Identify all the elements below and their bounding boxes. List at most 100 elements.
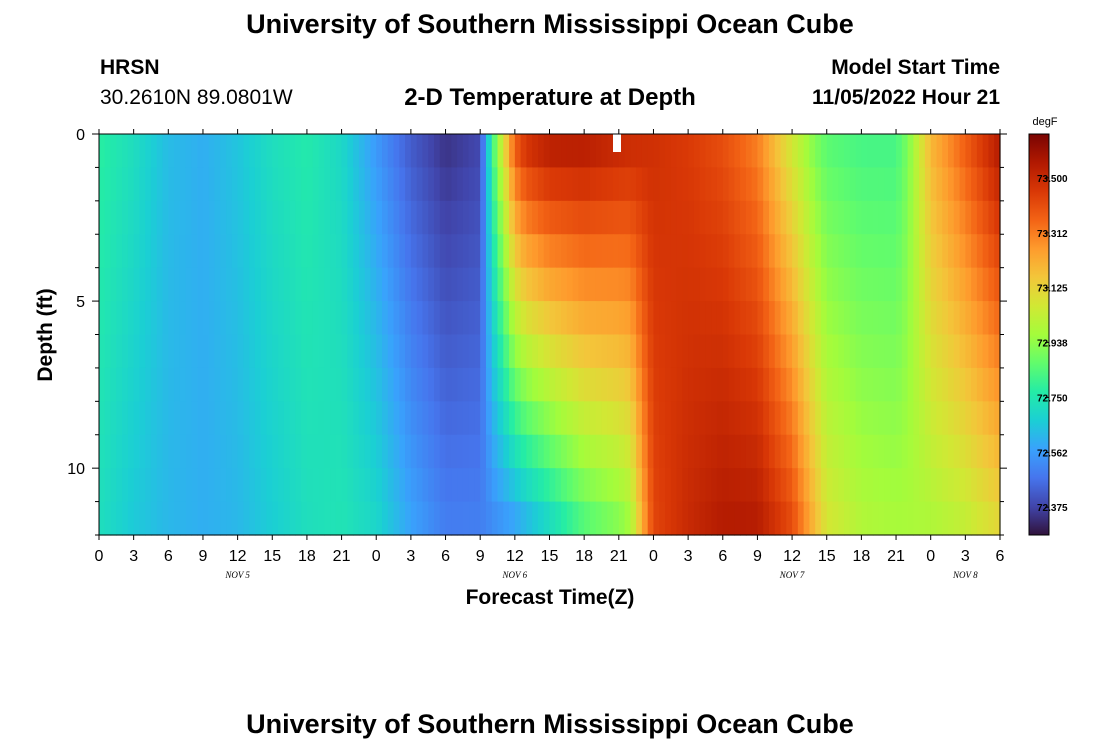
heatmap-cell [763,267,770,302]
heatmap-cell [705,401,712,436]
heatmap-cell [971,301,978,336]
heatmap-cell [526,234,533,269]
heatmap-cell [716,501,724,536]
heatmap-cell [226,134,233,169]
heatmap-cell [861,134,868,169]
heatmap-cell [988,301,995,336]
heatmap-cell [272,401,279,436]
heatmap-cell [410,434,418,469]
heatmap-cell [185,501,193,536]
heatmap-cell [780,267,787,302]
heatmap-cell [936,234,943,269]
heatmap-cell [890,267,897,302]
heatmap-cell [514,468,522,503]
heatmap-cell [295,301,302,336]
heatmap-cell [555,234,562,269]
heatmap-cell [636,468,643,503]
heatmap-cell [653,401,660,436]
heatmap-cell [306,401,314,436]
heatmap-cell [462,301,470,336]
heatmap-cell [890,301,897,336]
heatmap-cell [364,301,372,336]
heatmap-cell [636,167,643,202]
heatmap-cell [896,134,903,169]
heatmap-cell [306,134,314,169]
heatmap-cell [393,334,400,369]
heatmap-cell [214,234,221,269]
heatmap-cell [445,167,452,202]
heatmap-cell [705,200,712,235]
heatmap-cell [618,234,626,269]
heatmap-cell [688,401,695,436]
heatmap-cell [324,200,331,235]
heatmap-cell [197,200,204,235]
heatmap-cell [942,434,949,469]
heatmap-cell [734,267,741,302]
heatmap-cell [965,468,972,503]
heatmap-cell [971,234,978,269]
heatmap-cell [497,301,504,336]
heatmap-cell [543,234,551,269]
heatmap-cell [878,334,886,369]
heatmap-cell [526,267,533,302]
heatmap-cell [306,367,314,402]
heatmap-cell [711,501,718,536]
heatmap-cell [480,401,487,436]
heatmap-cell [254,234,262,269]
heatmap-cell [982,301,990,336]
heatmap-cell [751,401,759,436]
heatmap-cell [971,434,978,469]
heatmap-cell [572,401,579,436]
heatmap-cell [457,434,464,469]
heatmap-cell [364,334,372,369]
heatmap-cell [901,334,909,369]
heatmap-cell [763,367,770,402]
heatmap-cell [133,501,141,536]
heatmap-cell [734,301,741,336]
heatmap-cell [422,401,429,436]
heatmap-cell [104,334,112,369]
heatmap-cell [745,334,753,369]
heatmap-cell [451,367,458,402]
heatmap-cell [693,234,701,269]
heatmap-cell [578,401,585,436]
heatmap-cell [688,367,695,402]
heatmap-cell [844,401,851,436]
heatmap-cell [780,301,787,336]
heatmap-cell [370,501,377,536]
heatmap-cell [156,134,164,169]
heatmap-cell [497,167,504,202]
heatmap-cell [301,167,308,202]
heatmap-cell [185,167,193,202]
heatmap-cell [150,234,158,269]
heatmap-cell [861,301,868,336]
x-tick-label: 21 [610,548,628,565]
heatmap-cell [370,134,377,169]
heatmap-cell [959,401,966,436]
heatmap-cell [907,167,914,202]
heatmap-cell [919,301,926,336]
heatmap-cell [786,167,793,202]
heatmap-cell [855,334,862,369]
heatmap-cell [647,434,655,469]
x-tick-label: 0 [372,548,381,565]
heatmap-cell [936,501,943,536]
heatmap-cell [901,468,909,503]
heatmap-cell [416,468,424,503]
heatmap-cell [347,501,354,536]
heatmap-cell [347,134,354,169]
heatmap-cell [896,501,903,536]
heatmap-cell [884,267,891,302]
heatmap-cell [202,267,210,302]
heatmap-cell [792,234,799,269]
heatmap-cell [624,134,631,169]
heatmap-cell [566,200,574,235]
heatmap-cell [589,301,597,336]
heatmap-cell [716,234,724,269]
heatmap-cell [734,367,741,402]
heatmap-cell [330,301,337,336]
heatmap-cell [815,267,822,302]
heatmap-cell [589,401,597,436]
heatmap-cell [751,434,759,469]
heatmap-cell [589,434,597,469]
